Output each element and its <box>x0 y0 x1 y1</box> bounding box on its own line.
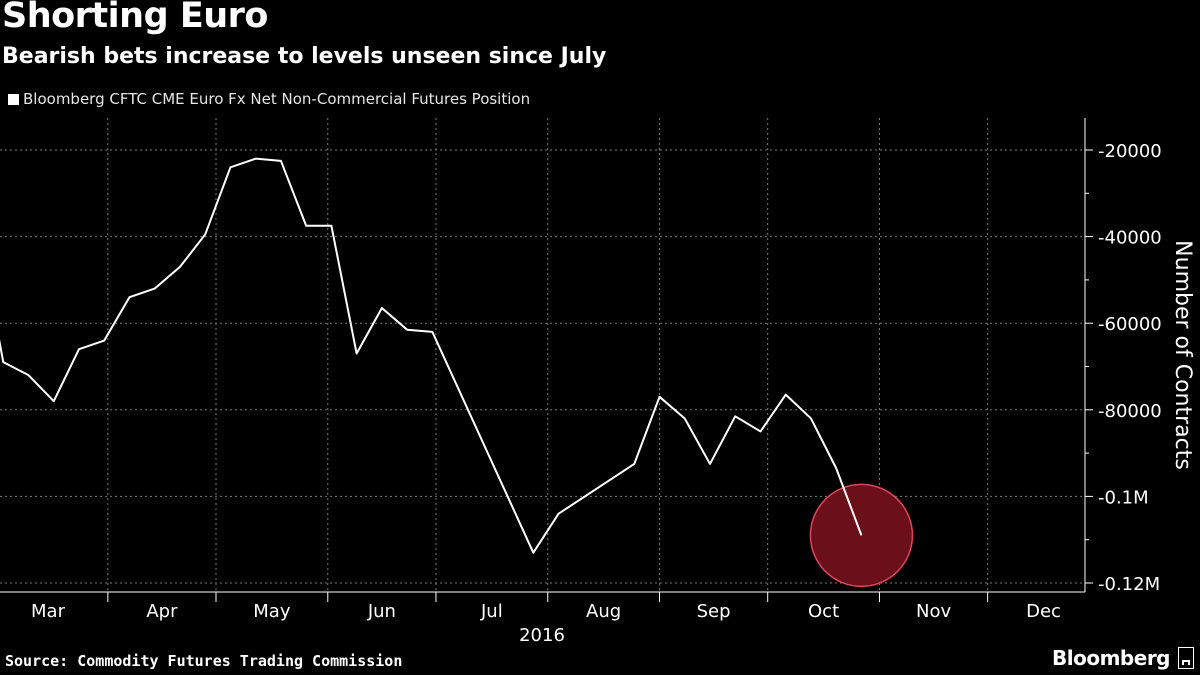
x-tick-label: Jul <box>480 601 503 622</box>
chart-subtitle: Bearish bets increase to levels unseen s… <box>2 44 607 69</box>
bloomberg-terminal-icon <box>1178 647 1194 669</box>
x-tick-label: Sep <box>697 601 731 622</box>
y-tick-label: -40000 <box>1098 228 1162 249</box>
legend-label: Bloomberg CFTC CME Euro Fx Net Non-Comme… <box>23 90 531 108</box>
x-year-label: 2016 <box>519 625 565 646</box>
axes <box>0 118 1093 602</box>
y-tick-label: -0.1M <box>1098 487 1149 508</box>
series-line <box>0 157 838 554</box>
grid <box>0 118 1085 592</box>
x-tick-label: Mar <box>31 601 66 622</box>
x-tick-label: May <box>253 601 291 622</box>
legend: Bloomberg CFTC CME Euro Fx Net Non-Comme… <box>8 90 530 108</box>
brand-logo: Bloomberg <box>1052 646 1194 670</box>
y-tick-label: -60000 <box>1098 314 1162 335</box>
x-tick-label: Apr <box>146 601 178 622</box>
y-tick-label: -20000 <box>1098 141 1162 162</box>
y-tick-label: -80000 <box>1098 401 1162 422</box>
chart-title: Shorting Euro <box>2 0 268 36</box>
legend-swatch <box>8 93 19 105</box>
y-axis-title: Number of Contracts <box>1170 240 1195 470</box>
x-tick-label: Aug <box>586 601 621 622</box>
x-tick-label: Dec <box>1026 601 1061 622</box>
series <box>0 157 863 554</box>
x-tick-label: Oct <box>808 601 839 622</box>
axis-labels: -20000 -40000 -60000 -80000 -0.1M -0.12M Mar Ap… <box>31 141 1195 646</box>
x-tick-label: Jun <box>367 601 396 622</box>
y-tick-label: -0.12M <box>1098 574 1160 595</box>
series-line-latest <box>835 467 863 536</box>
x-tick-label: Nov <box>916 601 951 622</box>
source-note: Source: Commodity Futures Trading Commis… <box>5 652 403 670</box>
brand-name: Bloomberg <box>1052 646 1170 670</box>
